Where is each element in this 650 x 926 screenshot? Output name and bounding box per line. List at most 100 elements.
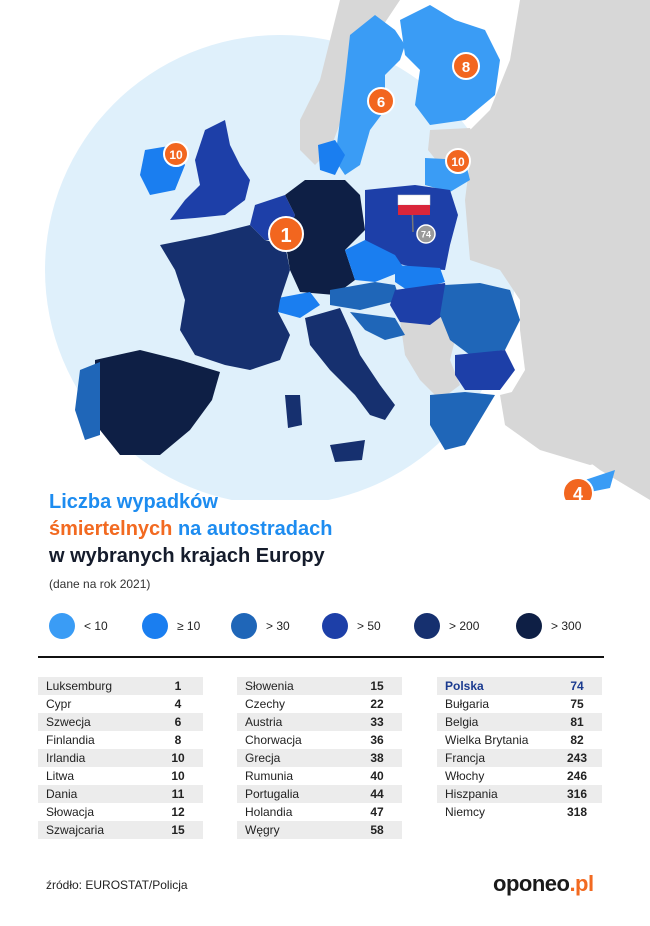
country-name: Czechy: [245, 697, 286, 711]
table-column-2: Słowenia 15 Czechy 22 Austria 33 Chorwacja 3…: [237, 677, 402, 839]
subtitle: (dane na rok 2021): [49, 577, 151, 591]
country-value: 74: [570, 679, 584, 693]
table-column-1: Luksemburg 1 Cypr 4 Szwecja 6 Finlandia 8 Ir…: [38, 677, 203, 839]
land-poland: [365, 185, 458, 270]
marker-luxembourg: 1: [268, 216, 304, 252]
legend-label: > 300: [551, 619, 582, 633]
table-row: Węgry 58: [237, 821, 402, 839]
country-name: Irlandia: [46, 751, 86, 765]
legend-label: > 200: [449, 619, 480, 633]
land-czech: [345, 240, 405, 282]
legend-item: > 30: [231, 613, 290, 639]
marker-sweden: 6: [367, 87, 395, 115]
divider: [38, 656, 604, 658]
table-row: Francja 243: [437, 749, 602, 767]
country-name: Litwa: [46, 769, 75, 783]
land-denmark: [318, 140, 345, 175]
marker-ireland-label: 10: [169, 148, 183, 162]
legend-item: > 200: [414, 613, 479, 639]
poland-flag-icon: [397, 194, 431, 206]
source-note: źródło: EUROSTAT/Policja: [46, 878, 188, 892]
marker-finland: 8: [452, 52, 480, 80]
table-row: Hiszpania 316: [437, 785, 602, 803]
country-name: Słowenia: [245, 679, 294, 693]
europe-map: 1 4 6 8 10 10 74: [45, 0, 650, 500]
country-value: 81: [570, 715, 584, 729]
legend: < 10 ≥ 10 > 30 > 50 > 200 > 300: [49, 613, 609, 641]
country-name: Bułgaria: [445, 697, 490, 711]
country-name: Włochy: [445, 769, 485, 783]
country-name: Luksemburg: [46, 679, 113, 693]
country-name: Holandia: [245, 805, 293, 819]
country-name: Niemcy: [445, 805, 486, 819]
country-value: 12: [171, 805, 185, 819]
country-name: Hiszpania: [445, 787, 498, 801]
country-name: Finlandia: [46, 733, 95, 747]
country-value: 10: [171, 751, 185, 765]
table-row: Chorwacja 36: [237, 731, 402, 749]
title-line3: w wybranych krajach Europy: [49, 545, 325, 567]
country-value: 75: [570, 697, 584, 711]
land-balkans-non-eu: [400, 315, 460, 400]
country-name: Dania: [46, 787, 78, 801]
country-name: Szwajcaria: [46, 823, 105, 837]
table-row: Czechy 22: [237, 695, 402, 713]
legend-item: > 50: [322, 613, 381, 639]
legend-item: > 300: [516, 613, 581, 639]
table-row: Luksemburg 1: [38, 677, 203, 695]
land-greece: [430, 392, 495, 450]
land-turkey: [500, 380, 650, 465]
table-row: Szwajcaria 15: [38, 821, 203, 839]
title-line2-highlight: śmiertelnych: [49, 518, 173, 540]
table-row: Irlandia 10: [38, 749, 203, 767]
country-value: 6: [174, 715, 182, 729]
land-uk: [170, 120, 250, 220]
legend-swatch: [231, 613, 257, 639]
land-sardinia: [285, 395, 302, 428]
table-row: Finlandia 8: [38, 731, 203, 749]
land-italy: [305, 308, 395, 420]
legend-swatch: [516, 613, 542, 639]
table-row: Grecja 38: [237, 749, 402, 767]
country-value: 22: [370, 697, 384, 711]
table-row: Litwa 10: [38, 767, 203, 785]
land-switzerland: [278, 292, 320, 318]
marker-lithuania: 10: [445, 148, 471, 174]
country-name: Rumunia: [245, 769, 294, 783]
country-name: Belgia: [445, 715, 479, 729]
country-value: 58: [370, 823, 384, 837]
country-name: Chorwacja: [245, 733, 302, 747]
land-france: [160, 225, 290, 370]
table-row: Rumunia 40: [237, 767, 402, 785]
table-row: Słowacja 12: [38, 803, 203, 821]
country-value: 38: [370, 751, 384, 765]
marker-poland-label: 74: [421, 230, 431, 240]
table-column-3: Polska 74 Bułgaria 75 Belgia 81 Wielka Bryt…: [437, 677, 602, 821]
title-line2-rest: na autostradach: [172, 518, 333, 540]
logo-suffix: .pl: [569, 871, 594, 896]
country-name: Szwecja: [46, 715, 91, 729]
land-romania: [440, 283, 520, 355]
country-value: 4: [174, 697, 182, 711]
land-austria: [330, 282, 400, 310]
legend-swatch: [142, 613, 168, 639]
country-name: Grecja: [245, 751, 281, 765]
table-row: Włochy 246: [437, 767, 602, 785]
marker-finland-label: 8: [462, 59, 470, 76]
legend-label: > 30: [266, 619, 290, 633]
legend-label: > 50: [357, 619, 381, 633]
land-finland: [400, 5, 500, 125]
country-value: 316: [566, 787, 588, 801]
table-row: Austria 33: [237, 713, 402, 731]
country-name: Francja: [445, 751, 486, 765]
legend-swatch: [322, 613, 348, 639]
country-value: 44: [370, 787, 384, 801]
country-value: 40: [370, 769, 384, 783]
country-name: Austria: [245, 715, 283, 729]
title-line1: Liczba wypadków: [49, 491, 218, 513]
country-value: 36: [370, 733, 384, 747]
land-sicily: [330, 440, 365, 462]
country-value: 243: [566, 751, 588, 765]
table-row: Szwecja 6: [38, 713, 203, 731]
table-row-highlighted: Polska 74: [437, 677, 602, 695]
